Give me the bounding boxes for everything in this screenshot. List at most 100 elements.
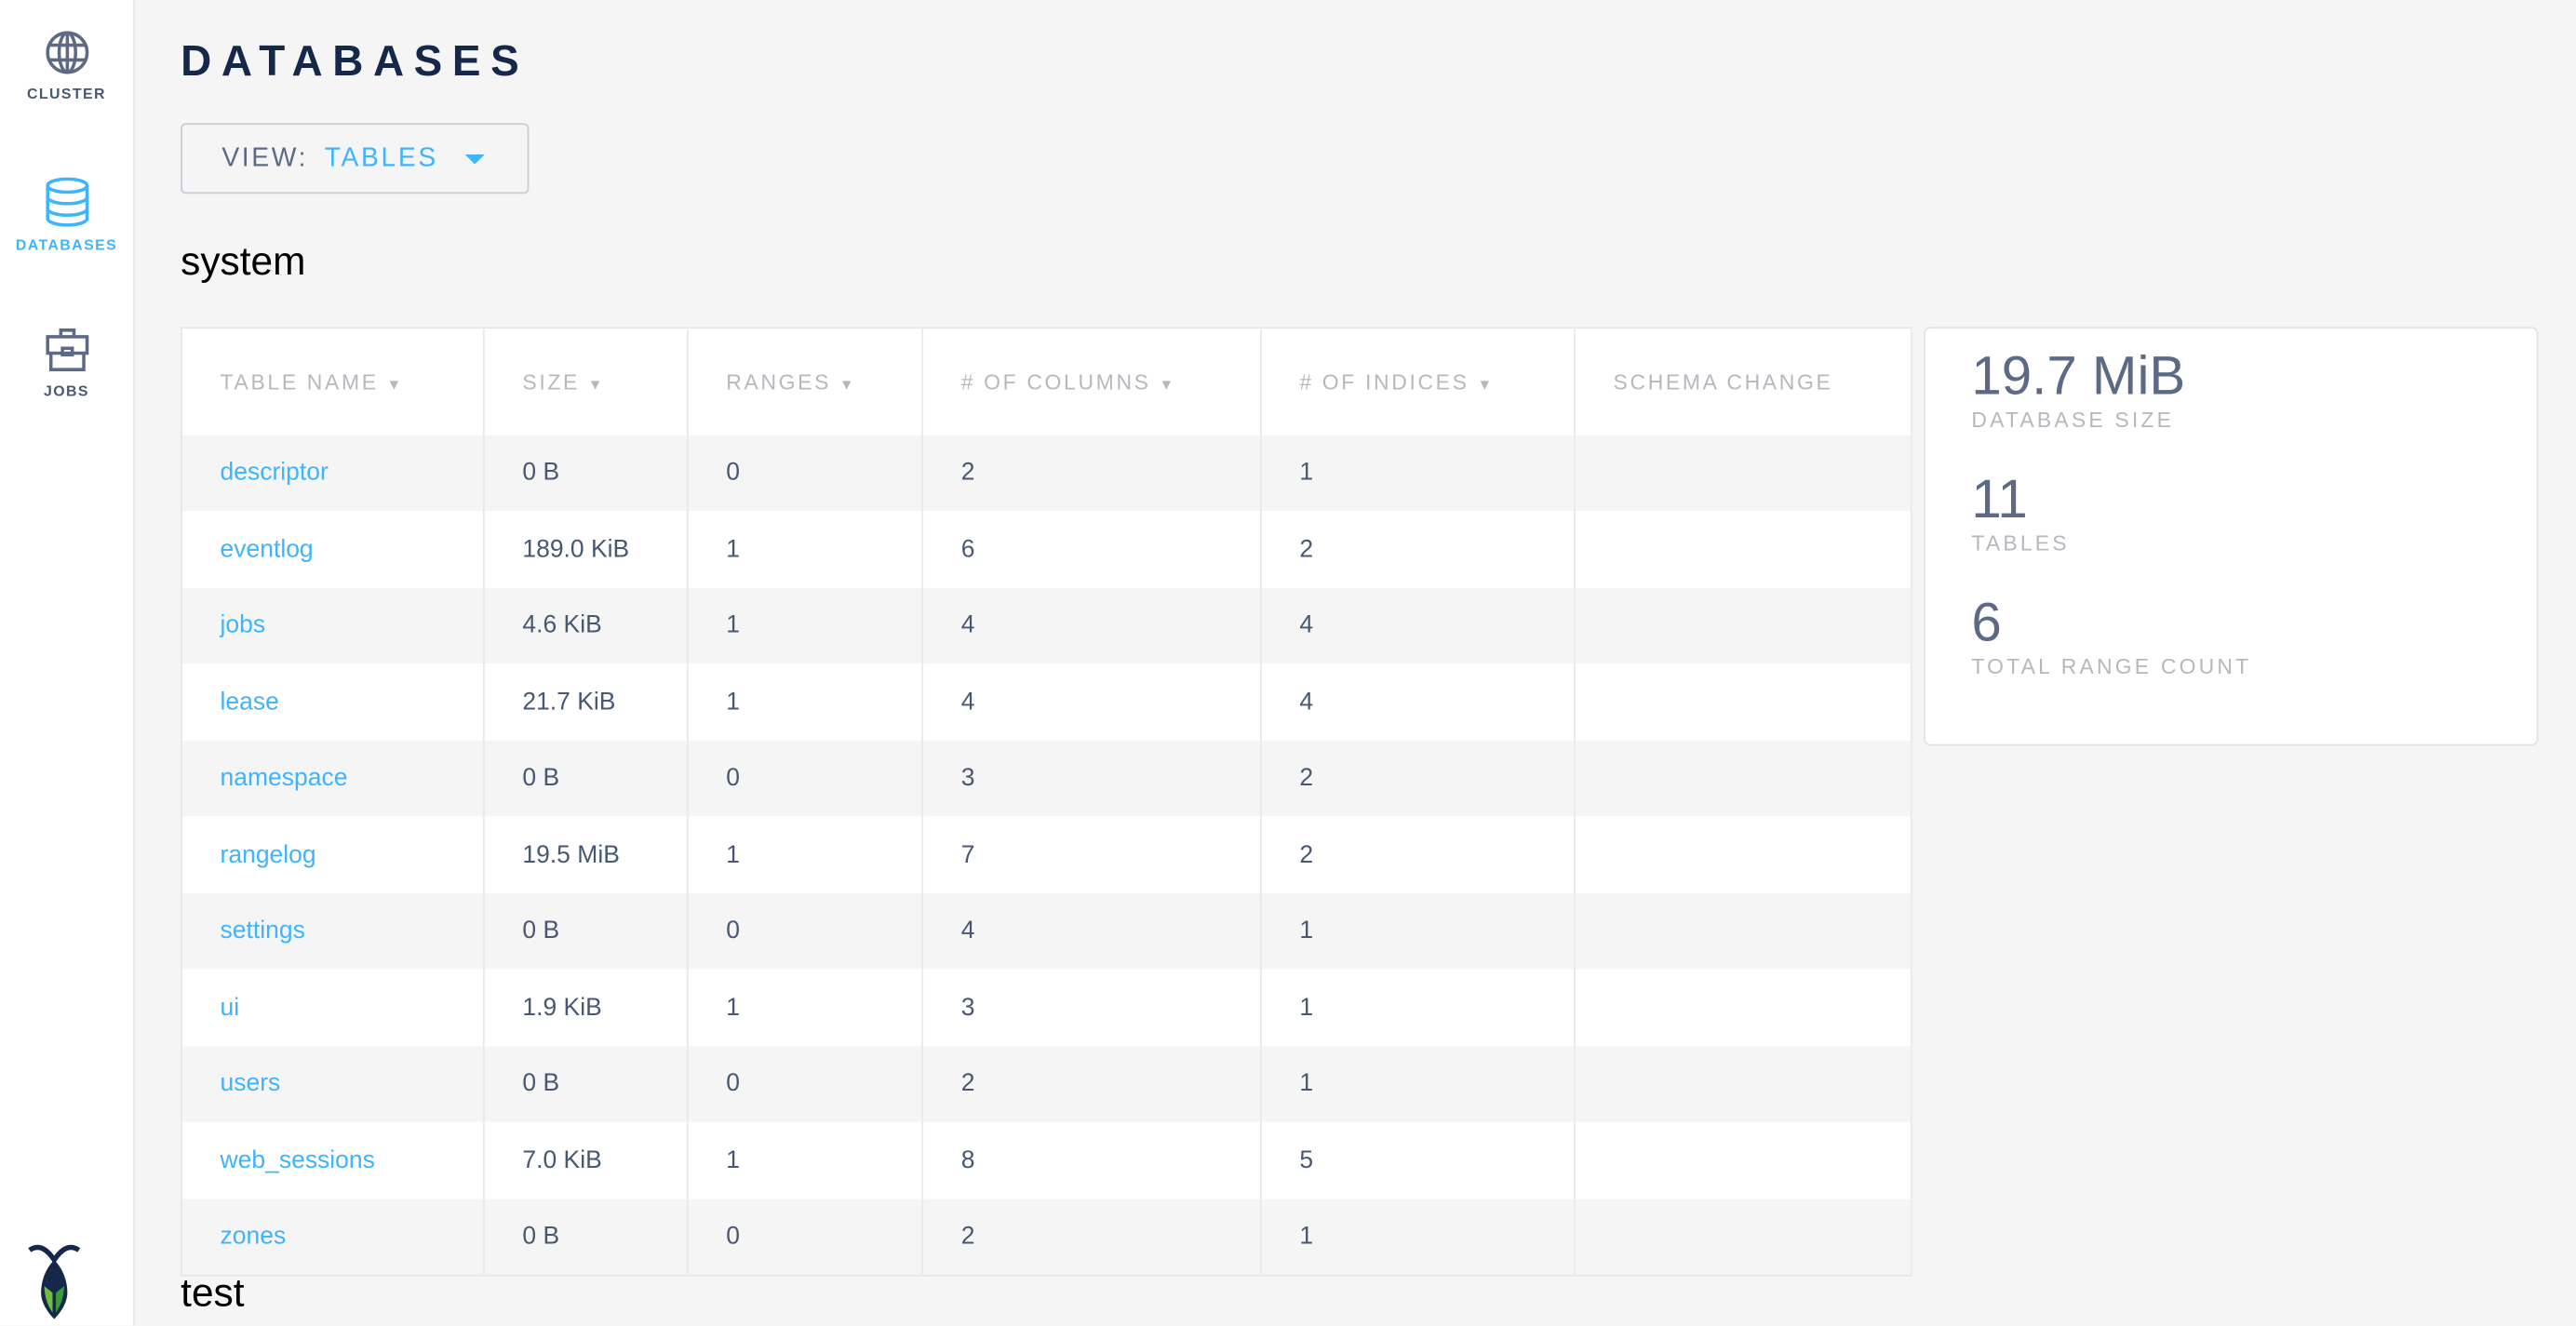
table-cell: 0 [687, 892, 924, 970]
table-cell [1575, 969, 1912, 1046]
cockroach-logo[interactable] [26, 1240, 82, 1319]
table-cell [1575, 434, 1912, 512]
table-row: rangelog 19.5 MiB 1 7 2 [181, 816, 1912, 893]
table-cell: 2 [922, 1045, 1262, 1122]
column-header-label: # OF COLUMNS [960, 368, 1151, 395]
table-cell: 0 B [483, 740, 689, 817]
column-header-label: # OF INDICES [1299, 368, 1469, 395]
table-name-link[interactable]: zones [181, 1198, 485, 1275]
table-cell: 0 [687, 434, 924, 512]
table-cell: 4 [922, 892, 1262, 970]
column-header[interactable]: SCHEMA CHANGE [1575, 328, 1912, 435]
sidebar-item-cluster[interactable]: CLUSTER [0, 30, 133, 102]
tables-table: TABLE NAME ▼ SIZE ▼ RANGES ▼ # OF COLUMNS ▼ # OF… [181, 327, 1912, 1276]
table-cell: 7.0 KiB [483, 1121, 689, 1199]
table-name-link[interactable]: ui [181, 969, 485, 1046]
table-cell: 3 [922, 740, 1262, 817]
view-value: TABLES [324, 143, 438, 172]
table-cell: 1 [687, 1121, 924, 1199]
table-cell: 4 [922, 663, 1262, 741]
database-name: test [181, 1271, 245, 1317]
table-name-link[interactable]: jobs [181, 587, 485, 664]
table-cell: 4.6 KiB [483, 587, 689, 664]
sort-arrow-icon: ▼ [839, 375, 857, 393]
column-header[interactable]: SIZE ▼ [483, 328, 689, 435]
stat-label: DATABASE SIZE [1971, 407, 2175, 433]
table-name-link[interactable]: eventlog [181, 511, 485, 588]
table-cell: 4 [1260, 663, 1576, 741]
table-cell: 0 B [483, 434, 689, 512]
table-cell: 1 [687, 587, 924, 664]
table-cell: 7 [922, 816, 1262, 893]
view-label: VIEW: [221, 143, 309, 172]
sort-arrow-icon: ▼ [386, 375, 404, 393]
table-cell [1575, 740, 1912, 817]
database-name: system [181, 239, 306, 285]
table-cell [1575, 511, 1912, 588]
sidebar-item-label: JOBS [44, 382, 89, 399]
table-name-link[interactable]: descriptor [181, 434, 485, 512]
sidebar-item-label: DATABASES [15, 236, 118, 253]
table-cell: 2 [922, 1198, 1262, 1275]
stat-range-count: 6 TOTAL RANGE COUNT [1971, 591, 2252, 679]
table-name-link[interactable]: rangelog [181, 816, 485, 893]
table-cell: 1 [1260, 892, 1576, 970]
briefcase-icon [45, 328, 88, 371]
table-cell: 1 [1260, 434, 1576, 512]
table-cell: 21.7 KiB [483, 663, 689, 741]
column-header-label: TABLE NAME [220, 368, 379, 395]
sidebar-item-jobs[interactable]: JOBS [0, 327, 133, 399]
table-cell [1575, 816, 1912, 893]
table-cell: 6 [922, 511, 1262, 588]
stat-database-size: 19.7 MiB DATABASE SIZE [1971, 347, 2185, 433]
column-header[interactable]: # OF INDICES ▼ [1260, 328, 1576, 435]
database-summary-card: 19.7 MiB DATABASE SIZE 11 TABLES 6 TOTAL… [1924, 327, 2539, 746]
table-cell: 0 [687, 740, 924, 817]
column-header[interactable]: TABLE NAME ▼ [181, 328, 485, 435]
stat-label: TOTAL RANGE COUNT [1971, 653, 2252, 679]
table-name-link[interactable]: namespace [181, 740, 485, 817]
table-row: eventlog 189.0 KiB 1 6 2 [181, 511, 1912, 588]
table-cell: 1.9 KiB [483, 969, 689, 1046]
table-cell: 0 B [483, 892, 689, 970]
column-header[interactable]: # OF COLUMNS ▼ [922, 328, 1262, 435]
table-name-link[interactable]: users [181, 1045, 485, 1122]
stat-value: 11 [1971, 468, 2028, 529]
table-cell: 0 B [483, 1045, 689, 1122]
table-cell [1575, 663, 1912, 741]
column-header-label: SIZE [522, 368, 580, 395]
table-cell [1575, 1198, 1912, 1275]
globe-icon [45, 31, 88, 74]
sidebar-item-label: CLUSTER [27, 85, 106, 102]
table-cell: 0 [687, 1198, 924, 1275]
table-cell: 2 [1260, 816, 1576, 893]
table-cell [1575, 1121, 1912, 1199]
column-header[interactable]: RANGES ▼ [687, 328, 924, 435]
table-row: web_sessions 7.0 KiB 1 8 5 [181, 1121, 1912, 1199]
table-cell: 3 [922, 969, 1262, 1046]
table-row: ui 1.9 KiB 1 3 1 [181, 969, 1912, 1046]
table-cell: 5 [1260, 1121, 1576, 1199]
table-cell [1575, 892, 1912, 970]
table-name-link[interactable]: web_sessions [181, 1121, 485, 1199]
table-cell [1575, 1045, 1912, 1122]
table-row: jobs 4.6 KiB 1 4 4 [181, 587, 1912, 664]
table-cell: 2 [922, 434, 1262, 512]
stat-value: 6 [1971, 591, 2002, 652]
sidebar-item-databases[interactable]: DATABASES [0, 177, 133, 253]
table-name-link[interactable]: settings [181, 892, 485, 970]
table-cell [1575, 587, 1912, 664]
table-cell: 2 [1260, 740, 1576, 817]
view-dropdown[interactable]: VIEW: TABLES [181, 123, 530, 194]
column-header-label: SCHEMA CHANGE [1613, 368, 1833, 395]
table-row: lease 21.7 KiB 1 4 4 [181, 663, 1912, 741]
table-cell: 1 [687, 511, 924, 588]
sort-arrow-icon: ▼ [1477, 375, 1495, 393]
table-cell: 4 [1260, 587, 1576, 664]
table-cell: 8 [922, 1121, 1262, 1199]
table-name-link[interactable]: lease [181, 663, 485, 741]
